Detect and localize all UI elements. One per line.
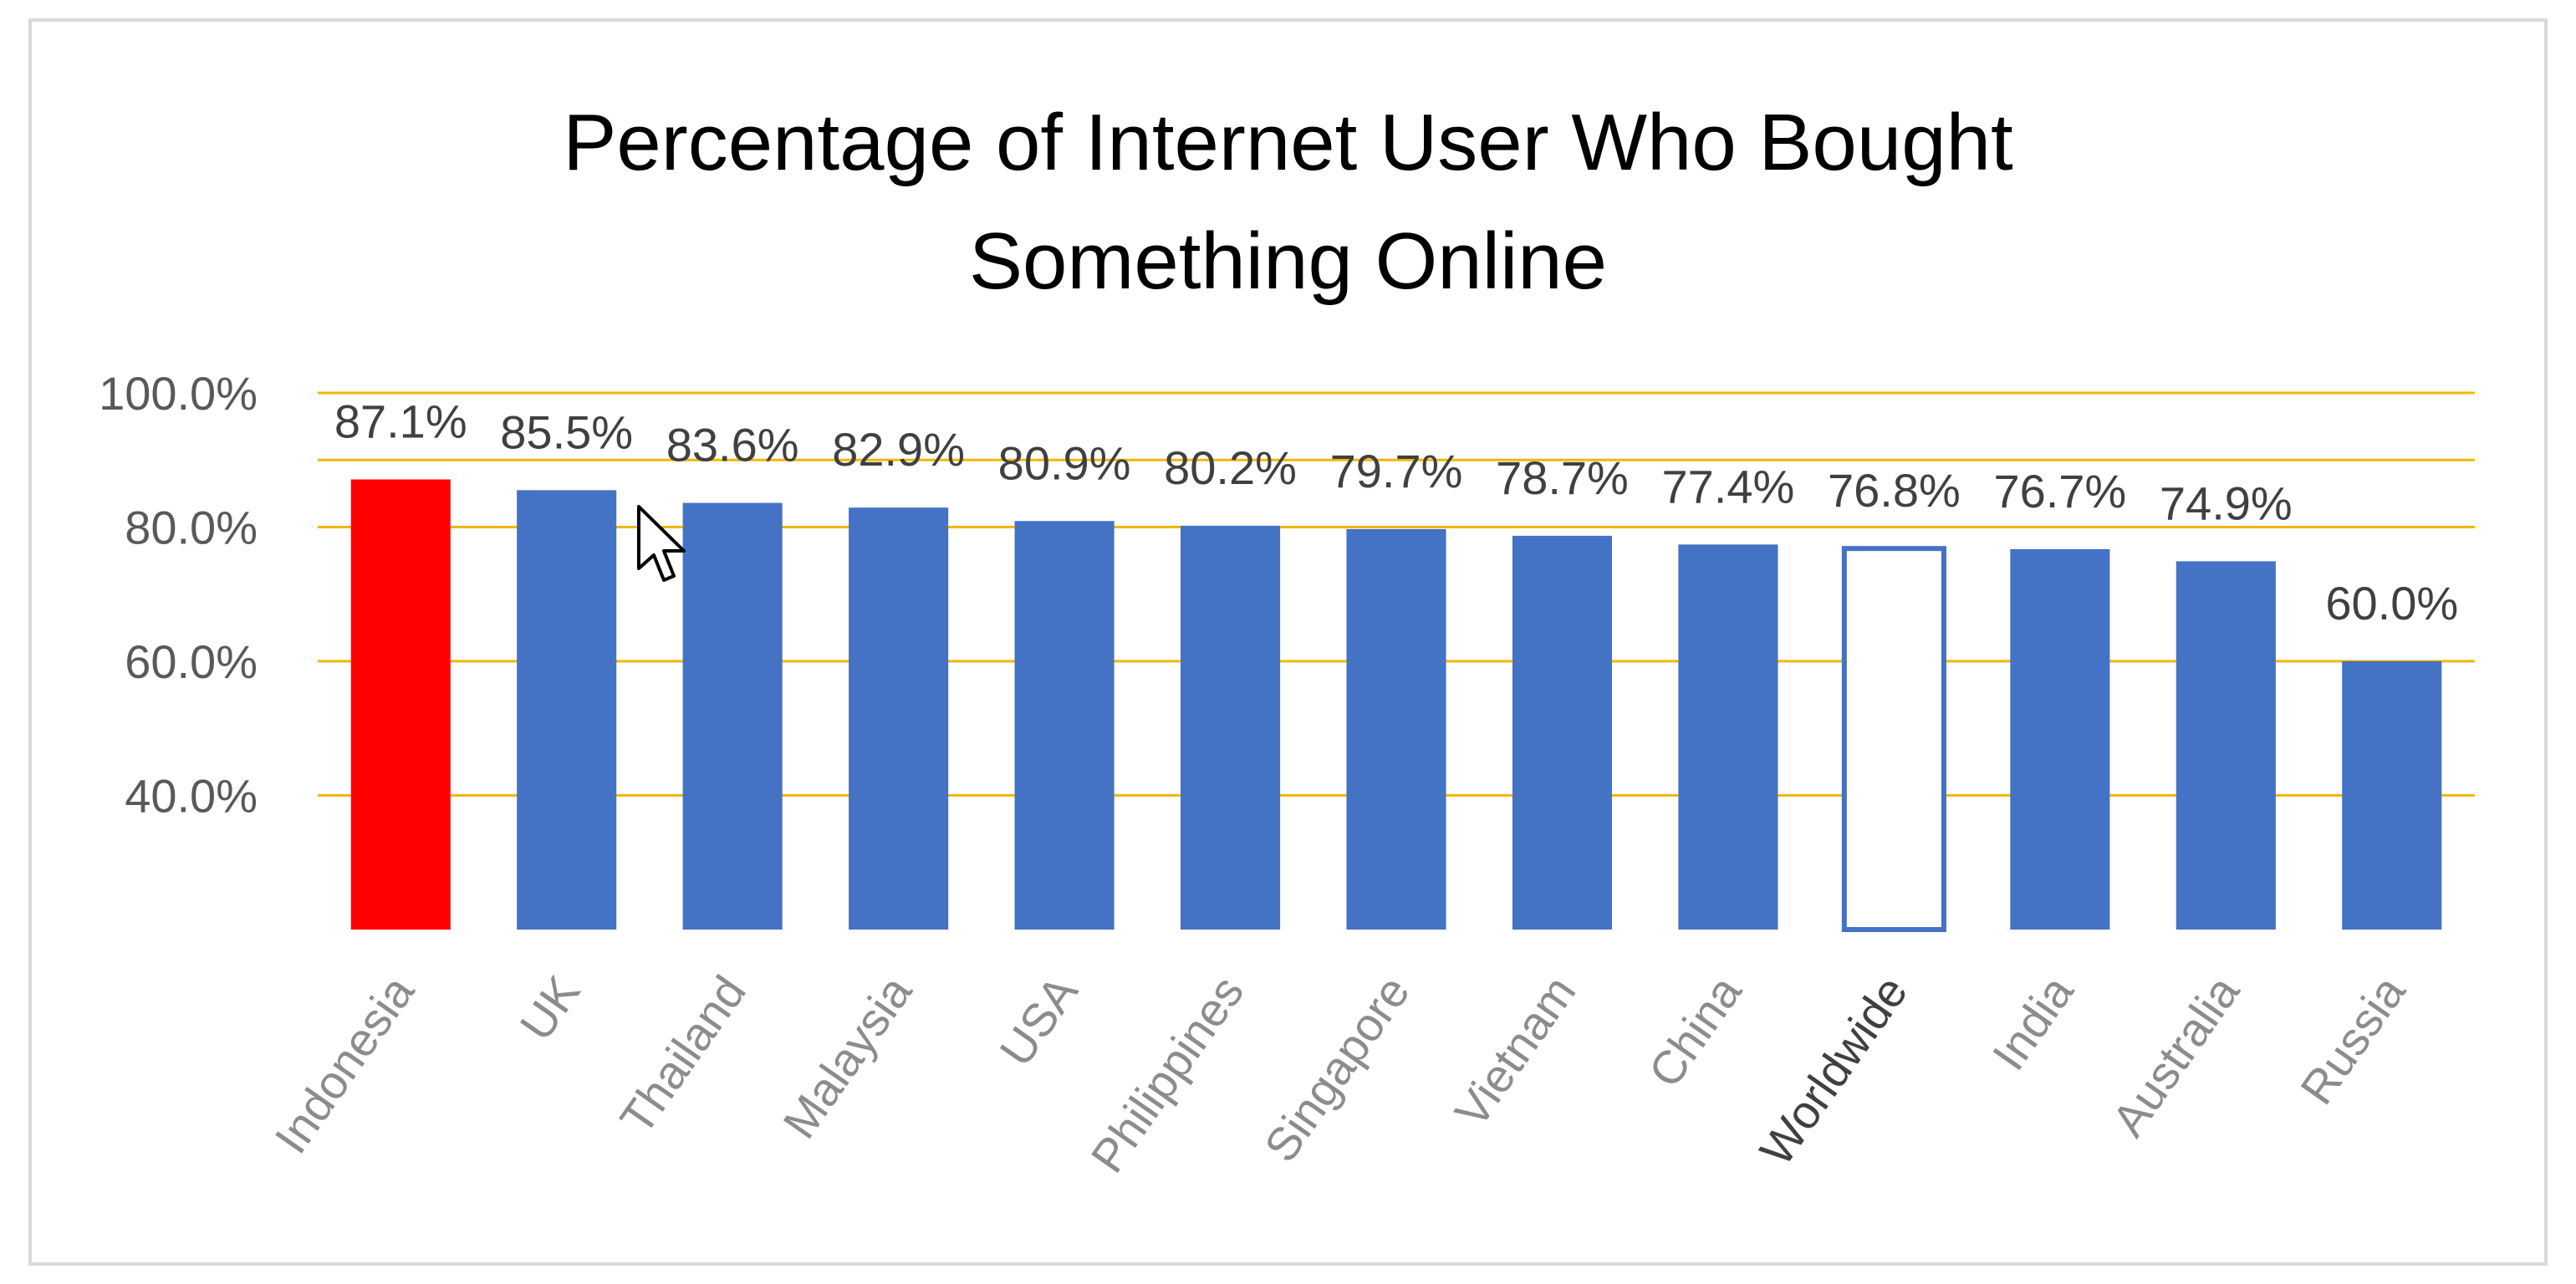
data-label-philippines: 80.2% [1164, 441, 1297, 494]
data-label-malaysia: 82.9% [832, 423, 965, 476]
category-labels: Indonesia UK Thailand Malaysia USAPhilippine… [264, 966, 2415, 1182]
chart-title-line-1: Percentage of Internet User Who Bought [563, 98, 2013, 187]
y-axis-tick-labels: 40.0% 60.0% 80.0% 100.0% [99, 367, 258, 823]
y-tick-label: 60.0% [125, 635, 258, 688]
chart-title-line-2: Something Online [968, 217, 1608, 306]
category-label-usa: USA [989, 966, 1088, 1075]
bar-usa [1014, 521, 1115, 930]
data-label-indonesia: 87.1% [334, 395, 467, 448]
y-tick-label: 100.0% [99, 367, 258, 420]
y-tick-label: 80.0% [125, 502, 258, 554]
category-label-malaysia: Malaysia [773, 966, 922, 1148]
bar-singapore [1346, 528, 1446, 930]
data-label-vietnam: 78.7% [1496, 451, 1629, 504]
data-label-russia: 60.0% [2325, 577, 2458, 629]
category-label-worldwide: Worldwide [1749, 966, 1917, 1174]
bar-malaysia [849, 507, 949, 930]
data-label-uk: 85.5% [500, 405, 633, 458]
category-label-russia: Russia [2290, 966, 2415, 1113]
bar-thailand [682, 502, 783, 930]
bar-philippines [1181, 525, 1281, 930]
category-label-australia: Australia [2102, 966, 2250, 1145]
category-label-china: China [1638, 966, 1752, 1097]
category-label-uk: UK [509, 966, 589, 1050]
bar-indonesia [350, 479, 451, 930]
bar-worldwide [1841, 546, 1946, 932]
bar-vietnam [1512, 535, 1612, 930]
data-label-singapore: 79.7% [1330, 445, 1463, 497]
chart-title: Percentage of Internet User Who Bought S… [0, 84, 2576, 321]
category-label-philippines: Philippines [1080, 966, 1253, 1182]
bar-india [2010, 548, 2110, 930]
y-tick-label: 40.0% [125, 770, 258, 823]
bar-china [1678, 544, 1778, 930]
category-label-vietnam: Vietnam [1444, 966, 1585, 1137]
data-labels: 87.1% 85.5% 83.6% 82.9% 80.9% 80.2% 79.7% 78.7%… [334, 395, 2458, 629]
bar-uk [517, 490, 617, 930]
data-label-china: 77.4% [1662, 460, 1795, 512]
data-label-usa: 80.9% [998, 436, 1131, 489]
data-label-india: 76.7% [1993, 465, 2126, 517]
category-label-india: India [1982, 966, 2084, 1079]
bar-australia [2176, 561, 2276, 930]
category-label-singapore: Singapore [1254, 966, 1420, 1171]
data-label-australia: 74.9% [2160, 476, 2293, 529]
bars [350, 479, 2442, 932]
data-label-thailand: 83.6% [666, 419, 799, 471]
arrow-cursor-icon [637, 505, 686, 582]
category-label-thailand: Thailand [610, 966, 756, 1144]
category-label-indonesia: Indonesia [264, 966, 424, 1163]
data-label-worldwide: 76.8% [1828, 464, 1961, 517]
bar-russia [2342, 661, 2442, 930]
